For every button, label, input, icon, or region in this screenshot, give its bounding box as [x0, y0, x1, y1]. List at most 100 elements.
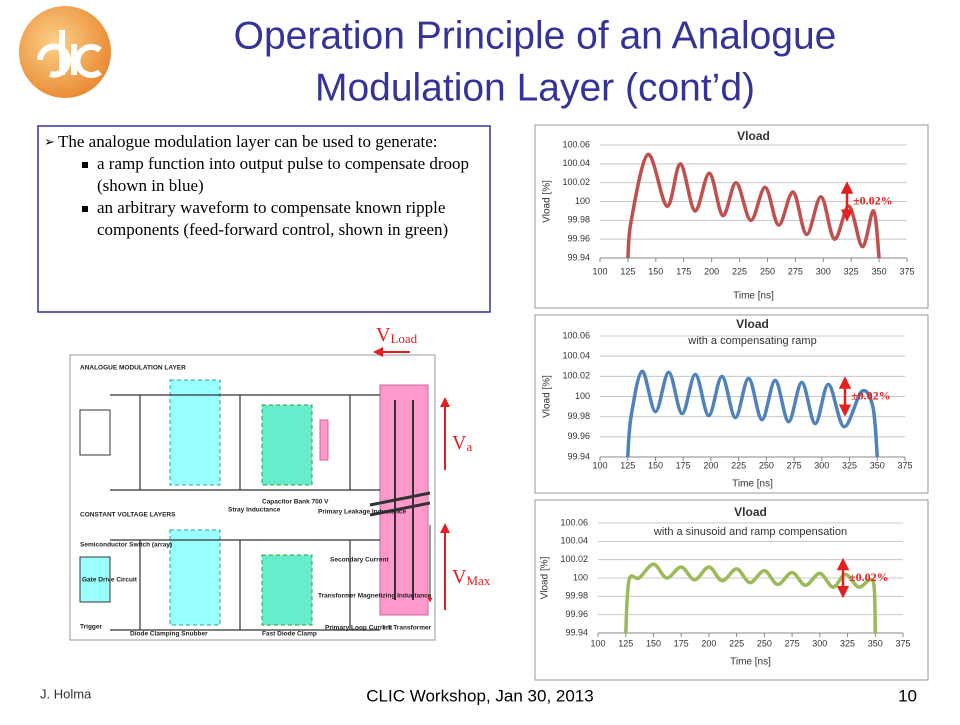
y-tick-label: 100.04 — [562, 158, 590, 168]
y-tick-label: 99.94 — [565, 627, 588, 637]
footer-author: J. Holma — [40, 686, 92, 701]
y-tick-label: 100.06 — [562, 139, 590, 149]
chart-title: Vload — [734, 505, 767, 519]
x-tick-label: 175 — [674, 638, 689, 648]
x-tick-label: 350 — [872, 266, 887, 276]
v-max-label-sub: Max — [466, 573, 490, 588]
x-tick-label: 250 — [757, 638, 772, 648]
circuit-label: Capacitor Bank 700 V — [262, 499, 329, 506]
x-tick-label: 200 — [704, 266, 719, 276]
y-tick-label: 100.06 — [562, 330, 590, 340]
arrow-bullet: ➢ — [44, 134, 55, 149]
range-annotation: ±0.02% — [849, 570, 889, 584]
circuit-label: CONSTANT VOLTAGE LAYERS — [80, 512, 176, 519]
circuit-label: Semiconductor Switch (array) — [80, 542, 172, 549]
x-tick-label: 250 — [760, 266, 775, 276]
title-line-2: Modulation Layer (cont’d) — [315, 66, 755, 109]
y-tick-label: 99.98 — [567, 215, 590, 225]
x-tick-label: 150 — [646, 638, 661, 648]
x-tick-label: 300 — [816, 266, 831, 276]
y-tick-label: 100.02 — [560, 554, 588, 564]
x-tick-label: 150 — [648, 266, 663, 276]
x-tick-label: 350 — [870, 460, 885, 470]
x-tick-label: 275 — [787, 460, 802, 470]
y-axis-label: Vload [%] — [542, 375, 553, 418]
x-tick-label: 325 — [844, 266, 859, 276]
bullet-text: an arbitrary waveform to compensate know… — [97, 198, 448, 239]
x-tick-label: 100 — [592, 266, 607, 276]
x-tick-label: 225 — [731, 460, 746, 470]
chart-frame — [534, 124, 929, 309]
v-a-label-main: V — [452, 432, 467, 454]
y-tick-label: 100 — [573, 572, 588, 582]
y-tick-label: 100.06 — [560, 517, 588, 527]
chart: Vload 99.94 99.96 99.98 100 100.02 100.04 100.0… — [534, 124, 929, 309]
circuit-label: Trigger — [80, 624, 103, 631]
chart-frame — [534, 499, 929, 681]
x-tick-label: 100 — [592, 460, 607, 470]
y-tick-label: 99.98 — [567, 411, 590, 421]
x-tick-label: 375 — [895, 638, 910, 648]
y-tick-label: 99.96 — [567, 431, 590, 441]
title-line-1: Operation Principle of an Analogue — [234, 14, 837, 57]
range-annotation: ±0.02% — [851, 388, 891, 402]
v-load-label-sub: Load — [390, 331, 417, 346]
x-tick-label: 175 — [676, 460, 691, 470]
chart-subtitle: with a sinusoid and ramp compensation — [653, 526, 847, 538]
y-tick-label: 99.96 — [567, 234, 590, 244]
chart: Vload with a sinusoid and ramp compensati… — [534, 499, 929, 681]
circuit-label: Gate Drive Circuit — [82, 577, 138, 584]
circuit-label: Secondary Current — [330, 557, 389, 564]
y-tick-label: 100.04 — [562, 351, 590, 361]
circuit — [69, 354, 436, 641]
v-max-label-main: V — [452, 566, 467, 588]
intro-text: The analogue modulation layer can be use… — [58, 132, 438, 151]
x-tick-label: 200 — [703, 460, 718, 470]
x-tick-label: 325 — [842, 460, 857, 470]
x-tick-label: 275 — [788, 266, 803, 276]
x-tick-label: 250 — [759, 460, 774, 470]
v-a-label: Va — [452, 432, 472, 454]
x-tick-label: 225 — [732, 266, 747, 276]
x-tick-label: 300 — [814, 460, 829, 470]
v-load-label-main: V — [376, 324, 391, 346]
x-tick-label: 100 — [590, 638, 605, 648]
y-tick-label: 100.04 — [560, 536, 588, 546]
footer-page: 10 — [898, 686, 917, 705]
chart: Vload with a compensating ramp 99.94 99.96 9… — [534, 314, 929, 494]
chart-subtitle: with a compensating ramp — [687, 335, 816, 347]
x-tick-label: 300 — [812, 638, 827, 648]
x-axis-label: Time [ns] — [732, 479, 773, 490]
circuit-label: Stray Inductance — [228, 507, 281, 514]
chart-title: Vload — [736, 317, 769, 331]
y-tick-label: 100 — [575, 196, 590, 206]
footer-event: CLIC Workshop, Jan 30, 2013 — [366, 686, 593, 705]
y-tick-label: 99.94 — [567, 252, 590, 262]
x-tick-label: 375 — [897, 460, 912, 470]
circuit-label: ANALOGUE MODULATION LAYER — [80, 365, 186, 372]
x-tick-label: 375 — [899, 266, 914, 276]
v-load-label: VLoad — [376, 324, 418, 346]
bullet-square — [82, 206, 88, 212]
v-max-label: VMax — [452, 566, 491, 588]
bullet-square — [82, 162, 88, 168]
circuit-label: Transformer Magnetizing Inductance — [318, 593, 432, 600]
y-tick-label: 99.94 — [567, 451, 590, 461]
logo — [19, 6, 111, 98]
v-a-label-sub: a — [466, 439, 472, 454]
x-tick-label: 125 — [620, 266, 635, 276]
x-axis-label: Time [ns] — [733, 291, 774, 302]
x-tick-label: 150 — [648, 460, 663, 470]
y-tick-label: 100 — [575, 391, 590, 401]
x-tick-label: 125 — [620, 460, 635, 470]
x-tick-label: 175 — [676, 266, 691, 276]
x-tick-label: 125 — [618, 638, 633, 648]
circuit-label: 1:1 Transformer — [382, 625, 432, 632]
bullet-text: a ramp function into output pulse to com… — [97, 154, 469, 195]
circuit-label: Primary Leakage Inductance — [318, 509, 407, 516]
text-box — [37, 125, 491, 313]
y-tick-label: 99.98 — [565, 591, 588, 601]
series-line — [625, 369, 880, 457]
x-tick-label: 350 — [868, 638, 883, 648]
